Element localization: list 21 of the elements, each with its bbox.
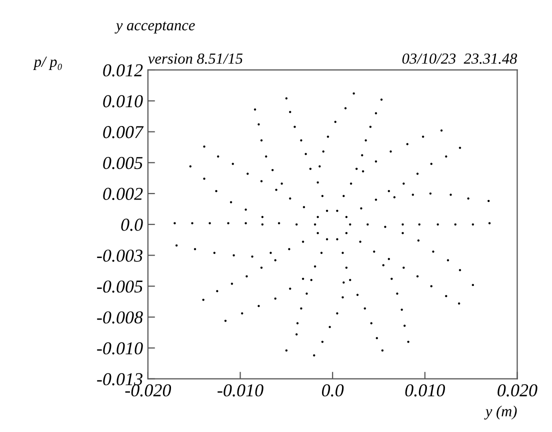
- text: 03/10/23 23.31.48: [402, 53, 518, 64]
- y-tick-label: -0.003: [97, 250, 142, 262]
- y-tick-label: 0.012: [103, 64, 143, 77]
- y-tick-label: 0.005: [103, 156, 143, 170]
- y-tick-label: -0.013: [97, 373, 142, 386]
- y-tick-label: 0.010: [103, 95, 143, 108]
- x-tick-label: -0.020: [125, 384, 172, 397]
- x-axis-title: y (m): [484, 406, 517, 420]
- y-tick-label: 0.002: [103, 188, 143, 200]
- y-tick-label: -0.005: [97, 280, 143, 293]
- x-tick-label: -0.010: [218, 384, 264, 397]
- x-tick-label: 0.010: [405, 384, 445, 397]
- chart-title: y acceptance: [114, 22, 195, 34]
- y-axis-title: p/ p₀: [33, 56, 62, 70]
- y-tick-label: 0.0: [121, 218, 143, 231]
- y-tick-label: -0.010: [97, 342, 143, 354]
- y-tick-label: -0.008: [97, 311, 143, 324]
- y-tick-label: 0.007: [103, 126, 144, 138]
- x-tick-label: 0.020: [498, 384, 538, 397]
- text: version 8.51/15: [148, 53, 243, 64]
- x-tick-label: 0.0: [322, 384, 344, 397]
